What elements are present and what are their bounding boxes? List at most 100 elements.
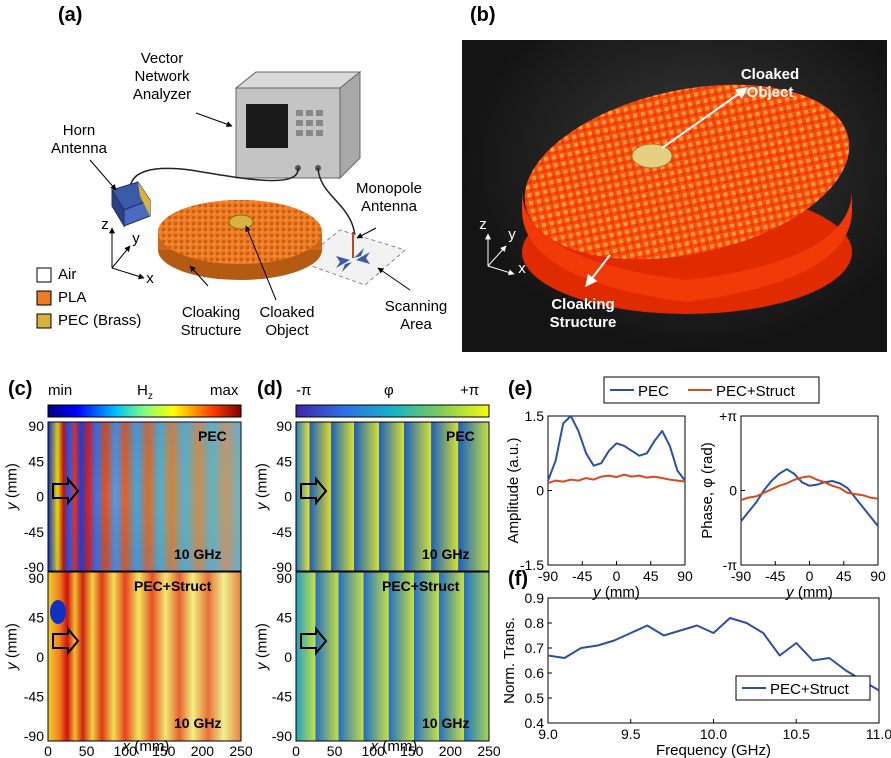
xtick-label: 50 bbox=[79, 743, 95, 758]
axes-triad-a bbox=[109, 227, 145, 280]
heatmap-d-top-freq: 10 GHz bbox=[422, 546, 470, 562]
photo-cloaking-structure-label: Cloaking Structure bbox=[549, 296, 617, 331]
ylabel: Phase, φ (rad) bbox=[699, 442, 716, 538]
ytick-label: -45 bbox=[24, 524, 44, 540]
ytick-label: -90 bbox=[272, 728, 292, 744]
xtick-label: -45 bbox=[572, 568, 592, 584]
ytick-label: 45 bbox=[276, 453, 292, 469]
ytick-label: 45 bbox=[28, 610, 44, 626]
c-ylabel-top: y (mm) bbox=[3, 463, 21, 510]
xtick-label: 150 bbox=[400, 743, 424, 758]
ytick-label: 0.9 bbox=[525, 590, 545, 606]
scan-arrows bbox=[336, 248, 370, 272]
panel-a-label: (a) bbox=[58, 4, 83, 26]
cbar-d-mid: φ bbox=[384, 382, 394, 399]
xtick-label: 200 bbox=[191, 743, 215, 758]
ytick-label: 0 bbox=[729, 483, 737, 499]
panel-f-label: (f) bbox=[508, 568, 528, 590]
ytick-label: 45 bbox=[28, 453, 44, 469]
cbar-d-max: +π bbox=[460, 382, 480, 399]
legend-air: Air bbox=[58, 266, 77, 283]
xtick-label: 0 bbox=[613, 568, 621, 584]
photo-content bbox=[485, 84, 852, 314]
xtick-label: 45 bbox=[643, 568, 659, 584]
axis-y-a: y bbox=[132, 230, 140, 247]
ytick-label: 0.6 bbox=[525, 665, 545, 681]
axis-z-b: z bbox=[479, 216, 487, 233]
c-yticks-top: 90 45 0 -45 -90 bbox=[24, 418, 44, 575]
xlabel: y (mm) bbox=[592, 584, 640, 601]
series-pec-line bbox=[547, 415, 686, 482]
axis-x-a: x bbox=[146, 270, 154, 287]
xtick-label: 200 bbox=[439, 743, 463, 758]
ytick-label: -45 bbox=[272, 524, 292, 540]
arrow-c-bottom bbox=[52, 626, 80, 656]
ytick-label: -90 bbox=[24, 559, 44, 575]
horn-label: Horn Antenna bbox=[51, 122, 107, 157]
series-pec-struct-line bbox=[740, 475, 879, 501]
legend-pec-swatch bbox=[36, 313, 52, 329]
ytick-label: 90 bbox=[276, 570, 292, 586]
legend-air-swatch bbox=[36, 267, 52, 283]
xtick-label: 11.0 bbox=[866, 726, 891, 742]
plot-transmission: 9.0 9.5 10.0 10.5 11.0 0.9 0.8 0.7 0.6 0.5 0.4 Norm… bbox=[501, 590, 891, 758]
xlabel: y (mm) bbox=[785, 584, 833, 601]
photo-cloaked-object-label: Cloaked Object bbox=[740, 66, 800, 101]
ytick-label: -90 bbox=[272, 559, 292, 575]
xtick-label: 150 bbox=[152, 743, 176, 758]
ytick-label: 0 bbox=[284, 489, 292, 505]
panel-b-photo bbox=[462, 40, 887, 352]
vna-label: Vector Network Analyzer bbox=[132, 50, 192, 103]
d-xlabel: x (mm) bbox=[370, 738, 418, 755]
ytick-label: 0.5 bbox=[525, 690, 545, 706]
heatmap-d-top bbox=[295, 421, 490, 572]
xtick-label: 9.0 bbox=[538, 726, 558, 742]
ytick-label: -π bbox=[723, 557, 738, 573]
panel-e-label: (e) bbox=[508, 378, 533, 400]
legend-pla-swatch bbox=[36, 290, 52, 306]
c-xticks: 0 50 100 150 200 250 bbox=[44, 743, 253, 758]
ytick-label: 90 bbox=[28, 418, 44, 434]
heatmap-d-bottom-label: PEC+Struct bbox=[382, 578, 460, 594]
legend-f-text: PEC+Struct bbox=[770, 681, 850, 698]
arrow-d-top bbox=[300, 476, 328, 506]
d-ylabel-top: y (mm) bbox=[253, 463, 271, 510]
panel-ef-plots: PEC PEC+Struct -90 -45 0 45 90 1.5 0 -1.5 Amplit… bbox=[501, 376, 891, 758]
ytick-label: 90 bbox=[276, 418, 292, 434]
ytick-label: 0.7 bbox=[525, 640, 545, 656]
xtick-label: 0 bbox=[44, 743, 52, 758]
d-xticks: 0 50 100 150 200 250 bbox=[292, 743, 500, 758]
ytick-label: 90 bbox=[28, 570, 44, 586]
ytick-label: -45 bbox=[24, 689, 44, 705]
xtick-label: 250 bbox=[477, 743, 500, 758]
legend-f: PEC+Struct bbox=[735, 675, 871, 701]
c-yticks-bottom: 90 45 0 -45 -90 bbox=[24, 570, 44, 744]
series-pec-line bbox=[740, 468, 879, 527]
plot-frame bbox=[547, 597, 880, 724]
xtick-label: 90 bbox=[870, 568, 886, 584]
ytick-label: -1.5 bbox=[520, 557, 544, 573]
heatmap-c-bottom bbox=[47, 571, 242, 742]
legend-e-pec-text: PEC bbox=[638, 383, 669, 400]
cloaking-structure-label: Cloaking Structure bbox=[180, 304, 242, 339]
ytick-label: 0 bbox=[36, 649, 44, 665]
plot-amplitude: -90 -45 0 45 90 1.5 0 -1.5 Amplitude (a.u.) y (mm… bbox=[505, 408, 693, 601]
ytick-label: 1.5 bbox=[525, 408, 545, 424]
vna-instrument bbox=[234, 70, 362, 180]
heatmap-d-bottom bbox=[295, 571, 490, 742]
ytick-label: -90 bbox=[24, 728, 44, 744]
panel-d-label: (d) bbox=[257, 378, 283, 400]
xtick-label: 50 bbox=[327, 743, 343, 758]
legend-e-struct-text: PEC+Struct bbox=[716, 383, 796, 400]
cbar-d bbox=[295, 404, 490, 418]
panel-c-label: (c) bbox=[8, 378, 33, 400]
plot-phase: -90 -45 0 45 90 +π 0 -π Phase, φ (rad) y (mm) bbox=[699, 408, 886, 601]
c-ylabel-bottom: y (mm) bbox=[3, 623, 21, 670]
ytick-label: 0 bbox=[36, 489, 44, 505]
xtick-label: 10.0 bbox=[700, 726, 727, 742]
ytick-label: -45 bbox=[272, 689, 292, 705]
d-ylabel-bottom: y (mm) bbox=[253, 623, 271, 670]
xtick-label: -45 bbox=[765, 568, 785, 584]
monopole-label: Monopole Antenna bbox=[356, 180, 422, 215]
xtick-label: 100 bbox=[362, 743, 386, 758]
